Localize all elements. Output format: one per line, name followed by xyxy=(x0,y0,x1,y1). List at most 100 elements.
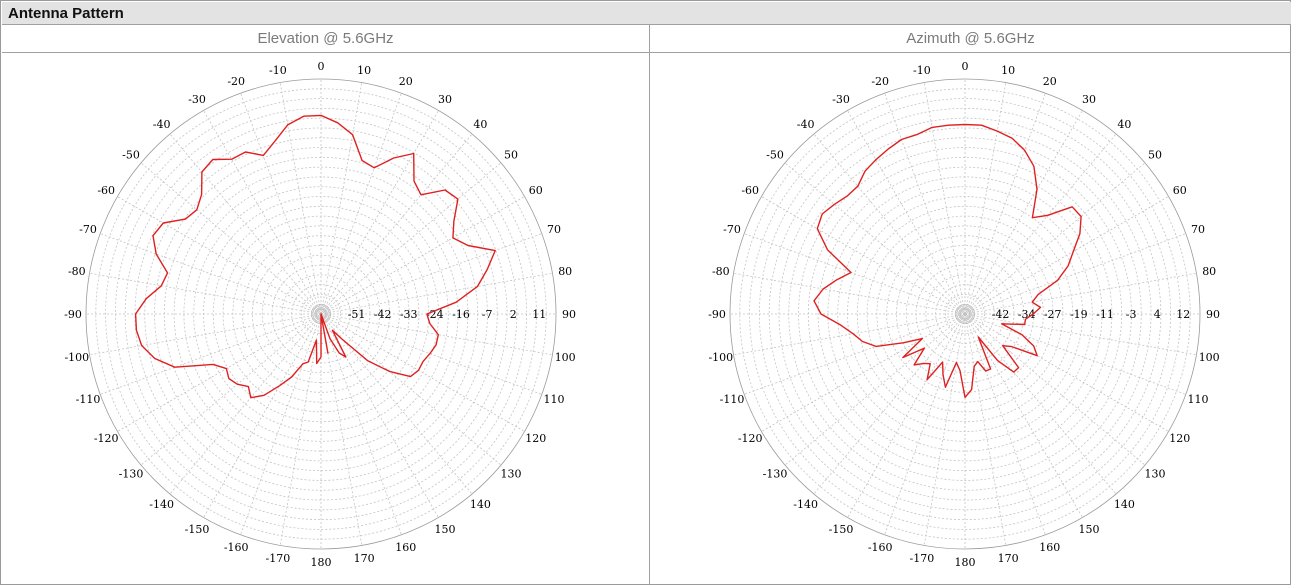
grid-spoke xyxy=(203,110,322,315)
section-header: Antenna Pattern xyxy=(2,2,1291,25)
grid-ring xyxy=(798,147,1132,481)
angle-tick-label: -110 xyxy=(720,393,745,406)
radial-tick-label: -19 xyxy=(1070,308,1088,321)
angle-tick-label: 0 xyxy=(318,60,325,73)
grid-ring xyxy=(749,98,1181,530)
grid-spoke xyxy=(964,313,1169,432)
grid-spoke xyxy=(240,93,322,315)
angle-tick-label: 40 xyxy=(473,118,487,131)
angle-tick-label: 90 xyxy=(562,308,576,321)
grid-ring xyxy=(124,117,518,511)
angle-tick-label: 100 xyxy=(555,351,576,364)
grid-spoke xyxy=(320,272,553,315)
radial-tick-label: -42 xyxy=(992,308,1010,321)
angle-tick-label: -110 xyxy=(76,393,101,406)
grid-spoke xyxy=(320,93,402,315)
grid-spoke xyxy=(279,82,322,315)
angle-tick-label: -100 xyxy=(708,351,733,364)
angle-tick-label: 10 xyxy=(1001,64,1015,77)
grid-spoke xyxy=(964,162,1146,315)
radial-tick-label: 4 xyxy=(1154,308,1161,321)
grid-spoke xyxy=(320,233,542,315)
angle-tick-label: -20 xyxy=(871,75,889,88)
angle-tick-label: 90 xyxy=(1206,308,1220,321)
angle-tick-label: -70 xyxy=(723,223,741,236)
grid-ring xyxy=(905,254,1025,374)
grid-spoke xyxy=(320,196,525,315)
grid-ring xyxy=(154,147,488,481)
angle-tick-label: -100 xyxy=(64,351,89,364)
grid-spoke xyxy=(240,313,322,535)
grid-spoke xyxy=(140,313,322,466)
grid-spoke xyxy=(733,313,966,356)
grid-spoke xyxy=(964,233,1186,315)
grid-spoke xyxy=(744,233,966,315)
radial-tick-label: -24 xyxy=(426,308,444,321)
angle-tick-label: 110 xyxy=(1188,393,1209,406)
angle-tick-label: 120 xyxy=(525,432,546,445)
grid-spoke xyxy=(744,313,966,395)
pattern-series-line xyxy=(134,114,496,399)
grid-ring xyxy=(261,254,381,374)
grid-ring xyxy=(925,274,1005,354)
angle-tick-label: -120 xyxy=(738,432,763,445)
angle-tick-label: 70 xyxy=(1191,223,1205,236)
azimuth-polar-plot: 0 10 20 30 40 50 60 70 80 90 100 110 120 130 140 150 160… xyxy=(708,60,1220,569)
grid-center-ring xyxy=(961,310,969,318)
angle-tick-label: -80 xyxy=(68,265,86,278)
angle-tick-label: 130 xyxy=(501,467,522,480)
grid-ring xyxy=(729,78,1201,550)
angle-tick-label: 140 xyxy=(470,498,491,511)
grid-spoke xyxy=(847,110,966,315)
angle-tick-label: 50 xyxy=(1148,149,1162,162)
grid-spoke xyxy=(964,313,1046,535)
grid-spoke xyxy=(761,313,966,432)
grid-ring xyxy=(301,294,341,334)
angle-tick-label: 60 xyxy=(1173,184,1187,197)
angle-tick-label: -30 xyxy=(832,93,850,106)
grid-spoke xyxy=(320,110,439,315)
radial-tick-label: -11 xyxy=(1096,308,1114,321)
grid-spoke xyxy=(964,133,1117,315)
angle-tick-label: 80 xyxy=(1202,265,1216,278)
grid-spoke xyxy=(320,313,402,535)
grid-spoke xyxy=(320,162,502,315)
angle-tick-label: -130 xyxy=(119,467,144,480)
grid-spoke xyxy=(169,133,322,315)
grid-ring xyxy=(242,235,400,393)
angle-tick-label: 120 xyxy=(1169,432,1190,445)
grid-ring xyxy=(837,186,1093,442)
angle-tick-label: 70 xyxy=(547,223,561,236)
angle-tick-label: -170 xyxy=(910,552,935,565)
angle-tick-label: 80 xyxy=(558,265,572,278)
grid-spoke xyxy=(89,313,322,356)
angle-tick-label: -150 xyxy=(185,523,210,536)
angle-tick-label: -170 xyxy=(266,552,291,565)
angle-tick-label: 160 xyxy=(395,541,416,554)
radial-tick-label: -33 xyxy=(400,308,418,321)
polar-grid xyxy=(85,78,557,550)
angle-tick-label: -70 xyxy=(79,223,97,236)
angle-tick-label: -160 xyxy=(868,541,893,554)
grid-spoke xyxy=(320,82,363,315)
grid-spoke xyxy=(320,313,542,395)
angle-tick-label: 180 xyxy=(311,556,332,569)
grid-spoke xyxy=(964,313,1186,395)
angle-tick-label: -140 xyxy=(793,498,818,511)
radial-tick-label: -42 xyxy=(374,308,392,321)
grid-spoke xyxy=(320,313,439,518)
grid-ring xyxy=(945,294,985,334)
grid-ring xyxy=(105,98,537,530)
azimuth-panel: Azimuth @ 5.6GHz 0 10 20 30 40 50 60 70 80 90 100 1… xyxy=(650,25,1291,585)
grid-spoke xyxy=(884,93,966,315)
grid-ring xyxy=(856,205,1074,423)
angle-tick-label: 150 xyxy=(1079,523,1100,536)
angle-tick-label: 20 xyxy=(1043,75,1057,88)
angle-tick-label: 150 xyxy=(435,523,456,536)
grid-spoke xyxy=(923,82,966,315)
angle-tick-label: -10 xyxy=(913,64,931,77)
radial-tick-label: -51 xyxy=(348,308,366,321)
radial-tick-label: 2 xyxy=(510,308,517,321)
grid-ring xyxy=(778,127,1152,501)
grid-spoke xyxy=(320,313,502,466)
